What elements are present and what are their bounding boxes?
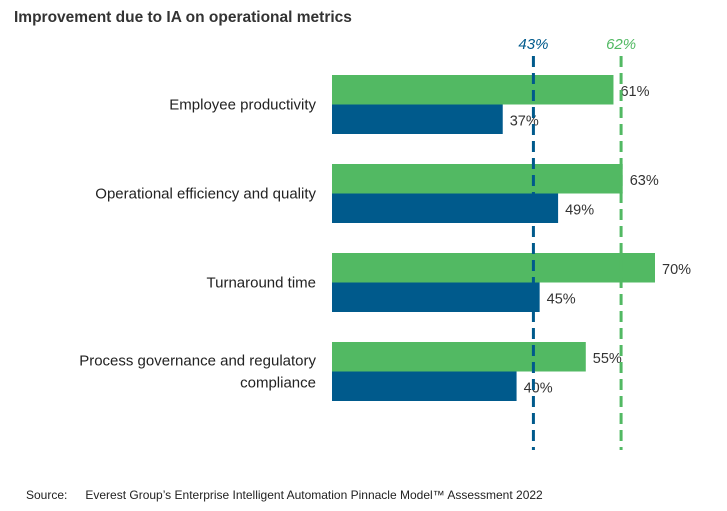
source-text: Everest Group’s Enterprise Intelligent A… — [85, 488, 543, 502]
category-label: Employee productivity — [169, 97, 316, 114]
category-label: Process governance and regulatory — [79, 353, 316, 370]
data-label: 55% — [593, 351, 622, 367]
category-label: compliance — [240, 375, 316, 392]
data-label: 63% — [630, 173, 659, 189]
reference-line-label: 62% — [606, 36, 636, 53]
source-note: Source: Everest Group’s Enterprise Intell… — [26, 488, 543, 502]
data-label: 40% — [524, 380, 553, 396]
data-label: 61% — [620, 84, 649, 100]
data-label: 70% — [662, 262, 691, 278]
bar — [332, 164, 623, 194]
bar — [332, 75, 614, 105]
data-label: 37% — [510, 113, 539, 129]
bar — [332, 371, 517, 401]
reference-line-label: 43% — [518, 36, 548, 53]
chart-title: Improvement due to IA on operational met… — [14, 9, 352, 26]
source-label: Source: — [26, 488, 68, 502]
bar — [332, 282, 540, 312]
data-label: 45% — [547, 291, 576, 307]
bar — [332, 253, 655, 283]
data-label: 49% — [565, 202, 594, 218]
bar — [332, 104, 503, 134]
category-label: Turnaround time — [207, 275, 317, 292]
bar — [332, 193, 559, 223]
category-label: Operational efficiency and quality — [95, 186, 316, 203]
bar — [332, 342, 586, 372]
